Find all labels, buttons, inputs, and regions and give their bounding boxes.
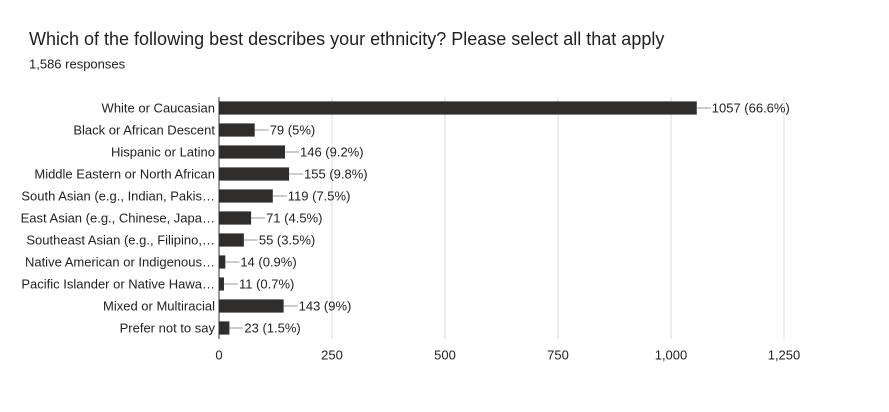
value-label: 14 (0.9%): [240, 254, 296, 269]
bar: [219, 255, 226, 269]
value-label: 119 (7.5%): [288, 188, 351, 203]
value-label: 155 (9.8%): [304, 166, 368, 181]
value-label: 79 (5%): [270, 122, 316, 137]
value-label: 11 (0.7%): [239, 276, 294, 291]
y-tick-label: South Asian (e.g., Indian, Pakis…: [21, 188, 215, 203]
bar: [219, 123, 255, 137]
y-tick-label: White or Caucasian: [102, 100, 215, 115]
bar: [219, 321, 230, 335]
bar: [219, 299, 284, 313]
bar: [219, 211, 252, 225]
x-tick-label: 250: [321, 347, 343, 362]
y-tick-label: Pacific Islander or Native Hawa…: [21, 276, 215, 291]
x-tick-label: 0: [215, 347, 222, 362]
y-tick-label: Mixed or Multiracial: [103, 298, 215, 313]
value-label: 146 (9.2%): [300, 144, 364, 159]
chart-title: Which of the following best describes yo…: [29, 29, 664, 49]
x-tick-label: 750: [547, 347, 569, 362]
bar: [219, 101, 697, 115]
bar: [219, 189, 273, 203]
value-label: 71 (4.5%): [266, 210, 322, 225]
y-tick-label: Black or African Descent: [73, 122, 215, 137]
bar: [219, 145, 285, 159]
bar: [219, 277, 224, 291]
y-tick-label: Prefer not to say: [120, 320, 216, 335]
x-tick-label: 500: [434, 347, 456, 362]
y-tick-label: Hispanic or Latino: [111, 144, 215, 159]
y-tick-label: Native American or Indigenous…: [25, 254, 215, 269]
value-label: 55 (3.5%): [259, 232, 315, 247]
value-label: 23 (1.5%): [244, 320, 300, 335]
y-tick-label: Middle Eastern or North African: [34, 166, 215, 181]
bar: [219, 167, 290, 181]
y-tick-label: Southeast Asian (e.g., Filipino,…: [26, 232, 215, 247]
x-tick-label: 1,000: [655, 347, 688, 362]
chart-subtitle: 1,586 responses: [29, 56, 126, 71]
x-tick-label: 1,250: [768, 347, 801, 362]
y-tick-label: East Asian (e.g., Chinese, Japa…: [21, 210, 215, 225]
value-label: 143 (9%): [299, 298, 352, 313]
bar: [219, 233, 244, 247]
value-label: 1057 (66.6%): [712, 100, 790, 115]
